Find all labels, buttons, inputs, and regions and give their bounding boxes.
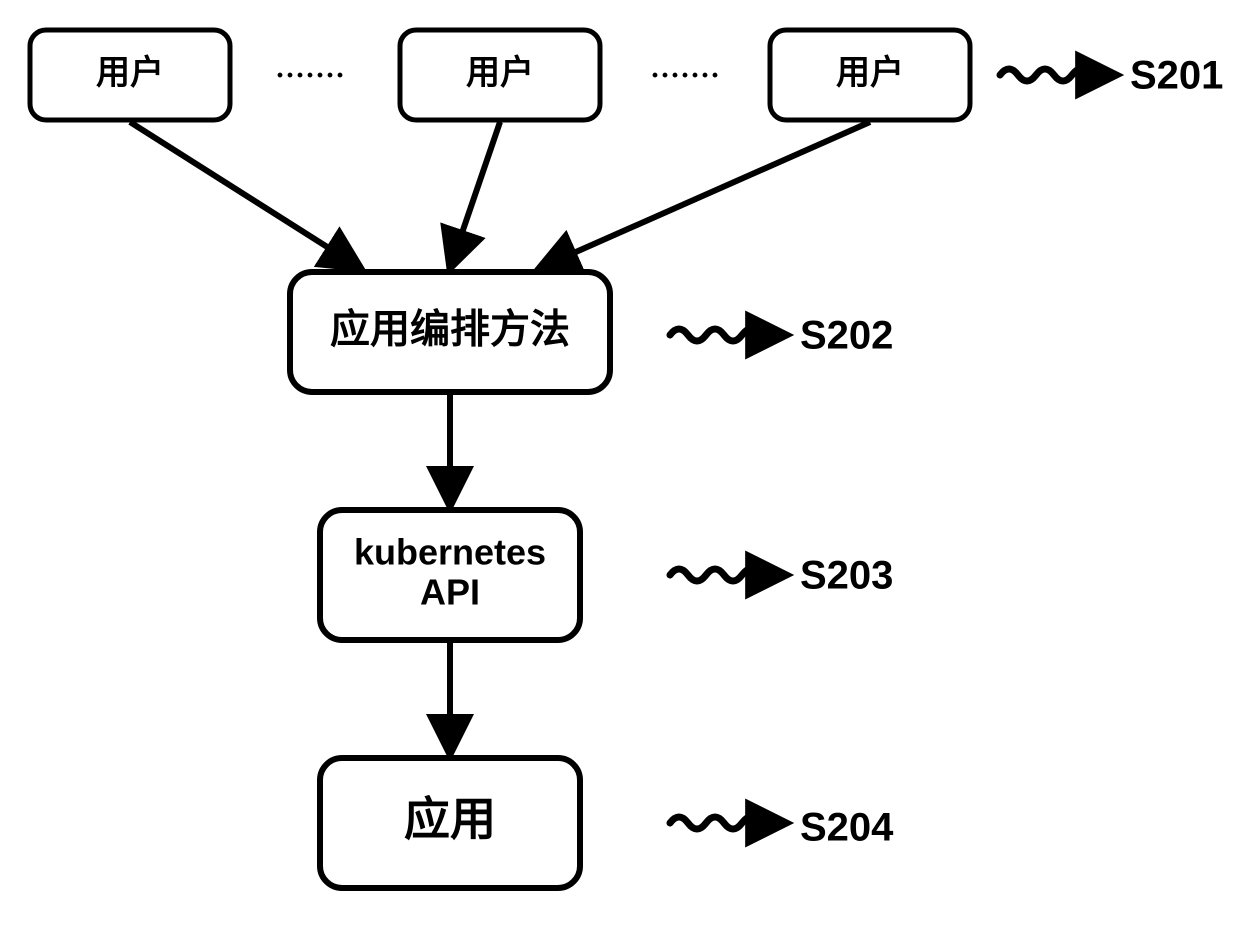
node-label: API — [420, 571, 480, 612]
node-label: 用户 — [96, 54, 164, 92]
node-user2: 用户 — [400, 30, 600, 120]
edge-user1-orch — [130, 122, 360, 268]
node-k8s: kubernetesAPI — [320, 510, 580, 640]
node-user1: 用户 — [30, 30, 230, 120]
node-label: kubernetes — [354, 532, 546, 573]
step-marker-S203: S203 — [670, 554, 893, 598]
node-label: 用户 — [836, 54, 904, 92]
ellipsis: ······· — [275, 59, 345, 92]
squiggle-arrow-icon — [670, 569, 786, 581]
ellipsis: ······· — [650, 59, 720, 92]
node-user3: 用户 — [770, 30, 970, 120]
step-label: S204 — [800, 806, 894, 850]
step-label: S202 — [800, 314, 893, 358]
edge-user3-orch — [540, 122, 870, 268]
step-label: S201 — [1130, 54, 1223, 98]
step-marker-S202: S202 — [670, 314, 893, 358]
node-label: 应用 — [404, 793, 496, 845]
node-label: 应用编排方法 — [330, 308, 570, 352]
squiggle-arrow-icon — [1000, 69, 1116, 81]
step-marker-S201: S201 — [1000, 54, 1223, 98]
step-marker-S204: S204 — [670, 806, 894, 850]
node-label: 用户 — [466, 54, 534, 92]
squiggle-arrow-icon — [670, 817, 786, 829]
node-app: 应用 — [320, 758, 580, 888]
edge-user2-orch — [450, 122, 500, 268]
step-label: S203 — [800, 554, 893, 598]
squiggle-arrow-icon — [670, 329, 786, 341]
flowchart: 用户 用户 用户应用编排方法 kubernetesAPI 应用 ······· ·····… — [0, 0, 1240, 941]
node-orch: 应用编排方法 — [290, 272, 610, 392]
